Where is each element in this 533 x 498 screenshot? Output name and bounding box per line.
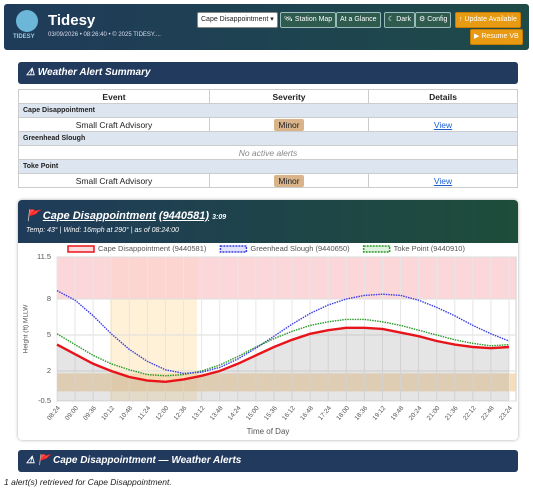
logo: [16, 10, 38, 32]
view-link[interactable]: View: [433, 119, 453, 130]
x-tick-label: 18:36: [353, 405, 369, 422]
x-tick-label: 14:24: [227, 405, 243, 422]
y-axis-label: Height (ft) MLLW: [23, 304, 30, 354]
y-tick-label: 5: [47, 330, 51, 339]
series-line: [56, 326, 510, 384]
logo-text: TIDESY: [13, 34, 35, 40]
series-line: [56, 318, 510, 377]
select-value: Cape Disappointment: [201, 16, 269, 23]
x-tick-label: 10:12: [100, 405, 116, 422]
severity: Minor: [274, 118, 304, 131]
x-tick-label: 16:12: [281, 405, 297, 422]
col-header: Event: [18, 89, 210, 104]
x-tick-label: 09:00: [64, 405, 80, 422]
station-time: 3:09: [212, 214, 227, 221]
legend-swatch: [67, 245, 95, 253]
app-subtitle: 03/09/2026 • 08:26:40 • © 2025 TIDESY...…: [48, 32, 161, 38]
station-card: 🚩 Cape Disappointment (9440581) 3:09 Tem…: [18, 200, 518, 440]
tide-chart: Time of Day Height (ft) MLLW -0.5 2 5 8 11.5…: [23, 244, 517, 436]
area-fill: [57, 327, 509, 401]
x-tick-label: 20:24: [408, 405, 424, 422]
x-tick-label: 08:24: [46, 405, 62, 422]
dark-button[interactable]: ☾ Dark: [384, 12, 415, 28]
station-header: 🚩 Cape Disappointment (9440581) 3:09 Tem…: [18, 200, 518, 243]
x-tick-label: 22:12: [462, 405, 478, 422]
x-tick-label: 13:12: [191, 405, 207, 422]
x-tick-label: 19:12: [371, 405, 387, 422]
legend-swatch: [362, 245, 391, 253]
shaded-range: [57, 257, 516, 299]
col-header: Severity: [209, 89, 369, 104]
x-tick-label: 18:00: [335, 405, 351, 422]
alerts-card-title: ⚠ 🚩 Cape Disappointment — Weather Alerts: [18, 450, 518, 472]
y-tick-label: -0.5: [38, 396, 51, 405]
event: Small Craft Advisory: [18, 117, 210, 132]
app-title: Tidesy: [48, 12, 96, 29]
station-meta: Temp: 43° | Wind: 16mph at 290° | as of …: [26, 227, 179, 234]
station-select[interactable]: Cape Disappointment ▾: [197, 12, 278, 28]
config-button[interactable]: ⚙ Config: [415, 12, 452, 28]
col-header: Details: [368, 89, 518, 104]
x-tick-label: 17:24: [317, 405, 333, 422]
x-tick-label: 22:48: [480, 405, 496, 422]
x-tick-label: 13:48: [209, 405, 225, 422]
station-title: 🚩 Cape Disappointment (9440581) 3:09: [26, 210, 227, 222]
x-tick-label: 15:36: [263, 405, 279, 422]
shaded-range: [57, 373, 516, 392]
x-tick-label: 11:24: [137, 405, 153, 422]
x-tick-label: 23:24: [498, 405, 514, 422]
x-tick-label: 16:48: [299, 405, 315, 422]
alerts-note: 1 alert(s) retrieved for Cape Disappoint…: [4, 477, 172, 487]
y-tick-label: 8: [47, 294, 51, 303]
x-tick-label: 10:48: [118, 405, 134, 422]
view-link[interactable]: View: [433, 175, 453, 186]
x-tick-label: 12:36: [173, 405, 189, 422]
x-tick-label: 21:36: [444, 405, 460, 422]
app-header: TIDESY Tidesy 03/09/2026 • 08:26:40 • © …: [4, 4, 529, 50]
alert-table-wrap: Event Severity Details Cape Disappointment…: [18, 89, 518, 188]
severity: Minor: [274, 174, 304, 187]
update-button[interactable]: ↑ Update Available: [455, 12, 521, 28]
empty-note: No active alerts: [18, 145, 518, 160]
legend-label: Greenhead Slough (9440650): [250, 244, 350, 253]
station-group: Toke Point: [18, 159, 518, 174]
y-tick-label: 11.5: [37, 252, 51, 261]
legend-label: Cape Disappointment (9440581): [98, 244, 207, 253]
x-tick-label: 15:00: [245, 405, 261, 422]
x-tick-label: 21:00: [426, 405, 442, 422]
glance-button[interactable]: At a Glance: [336, 12, 381, 28]
station-group: Greenhead Slough: [18, 131, 518, 146]
station-name[interactable]: Cape Disappointment: [42, 210, 156, 222]
y-tick-label: 2: [47, 366, 51, 375]
alert-summary-title: ⚠ Weather Alert Summary: [18, 62, 518, 84]
x-tick-label: 12:00: [155, 405, 171, 422]
station-group: Cape Disappointment: [18, 103, 518, 118]
x-axis-label: Time of Day: [247, 427, 290, 436]
station-map-button[interactable]: 🛰 Station Map: [280, 12, 337, 28]
event: Small Craft Advisory: [18, 173, 210, 188]
legend-label: Toke Point (9440910): [394, 244, 466, 253]
alert-table: Event Severity Details Cape Disappointment…: [18, 89, 518, 188]
station-id[interactable]: (9440581): [158, 210, 210, 222]
x-tick-label: 19:48: [390, 405, 406, 422]
resume-button[interactable]: ▶ Resume VB: [470, 29, 523, 45]
x-tick-label: 09:36: [82, 405, 98, 422]
legend-swatch: [219, 245, 248, 253]
